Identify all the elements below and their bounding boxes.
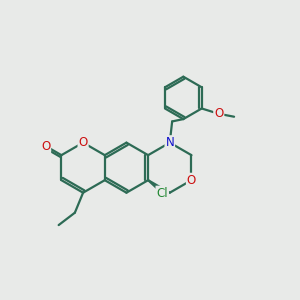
Text: O: O [214,107,224,120]
Text: Cl: Cl [156,187,168,200]
Text: O: O [187,174,196,187]
Text: N: N [165,136,174,149]
Text: O: O [79,136,88,149]
Text: O: O [41,140,50,152]
